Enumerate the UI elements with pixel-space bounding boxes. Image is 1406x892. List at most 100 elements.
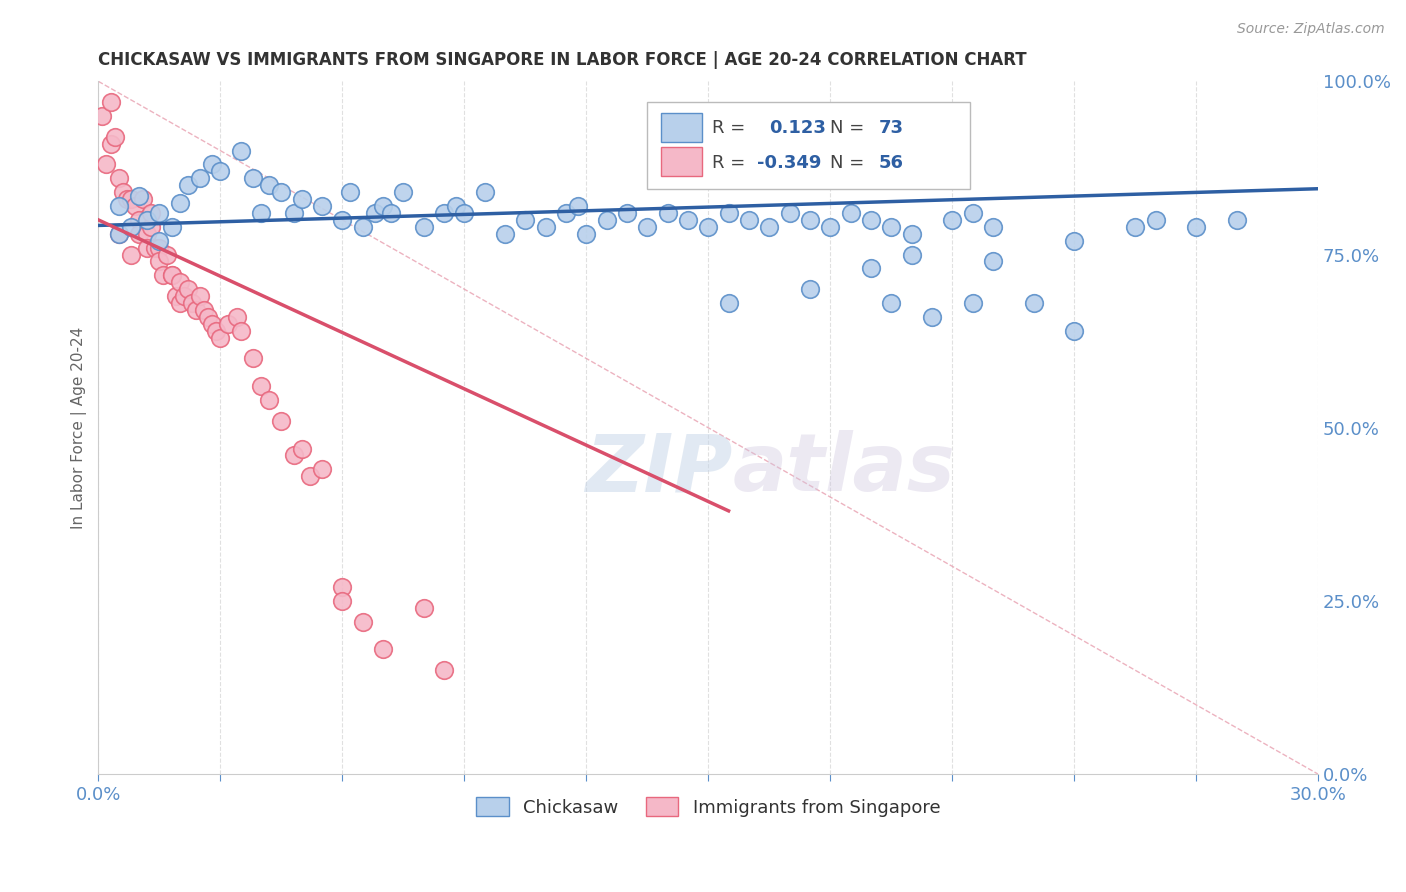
Point [148,234,170,248]
Point [717,206,740,220]
Point [1123,219,1146,234]
Text: Source: ZipAtlas.com: Source: ZipAtlas.com [1237,22,1385,37]
Point [330,213,353,227]
Point [124,199,146,213]
Point [900,227,922,241]
Point [616,206,638,220]
Point [330,580,353,594]
Text: 0.123: 0.123 [769,120,827,137]
Point [197,310,219,324]
Point [165,289,187,303]
Point [136,213,159,227]
Point [676,213,699,227]
Point [173,289,195,303]
Point [352,615,374,629]
Point [981,254,1004,268]
Point [758,219,780,234]
Point [339,185,361,199]
Point [229,144,252,158]
Point [880,219,903,234]
Point [1185,219,1208,234]
Point [156,247,179,261]
Point [225,310,247,324]
Point [100,136,122,151]
Point [291,442,314,456]
Text: R =: R = [711,120,745,137]
Point [169,275,191,289]
Text: R =: R = [711,154,745,172]
Point [217,317,239,331]
Point [107,171,129,186]
Point [962,296,984,310]
Point [152,268,174,283]
Point [160,219,183,234]
Point [494,227,516,241]
Point [148,206,170,220]
Point [779,206,801,220]
Point [567,199,589,213]
Point [412,219,434,234]
Point [242,171,264,186]
Point [193,302,215,317]
Point [257,392,280,407]
Point [201,157,224,171]
Point [515,213,537,227]
Point [111,185,134,199]
Point [141,206,163,220]
Point [380,206,402,220]
Point [1226,213,1249,227]
Point [839,206,862,220]
Point [270,185,292,199]
Point [444,199,467,213]
Point [209,164,232,178]
FancyBboxPatch shape [661,147,702,177]
Point [136,241,159,255]
Point [859,213,882,227]
Text: atlas: atlas [733,430,956,508]
Point [128,227,150,241]
Point [128,213,150,227]
Point [818,219,841,234]
FancyBboxPatch shape [661,112,702,142]
Point [160,268,183,283]
Text: N =: N = [830,120,865,137]
Point [169,296,191,310]
Point [115,192,138,206]
Point [169,195,191,210]
Point [229,324,252,338]
Point [1144,213,1167,227]
Point [160,268,183,283]
Point [941,213,963,227]
Point [433,663,456,677]
Point [371,642,394,657]
Text: -0.349: -0.349 [756,154,821,172]
Point [433,206,456,220]
Point [392,185,415,199]
Point [250,206,273,220]
Text: N =: N = [830,154,865,172]
Text: 56: 56 [879,154,904,172]
Point [148,254,170,268]
Point [205,324,228,338]
Text: ZIP: ZIP [585,430,733,508]
Point [291,192,314,206]
Point [209,331,232,345]
Y-axis label: In Labor Force | Age 20-24: In Labor Force | Age 20-24 [72,326,87,529]
Point [107,227,129,241]
Point [298,469,321,483]
Point [91,109,114,123]
Point [143,241,166,255]
Point [283,449,305,463]
Point [270,414,292,428]
Point [534,219,557,234]
Point [104,129,127,144]
Point [1022,296,1045,310]
Point [575,227,598,241]
Point [132,192,155,206]
Point [1063,324,1085,338]
Point [250,379,273,393]
Point [120,219,142,234]
Point [107,199,129,213]
Point [364,206,387,220]
Point [180,296,202,310]
